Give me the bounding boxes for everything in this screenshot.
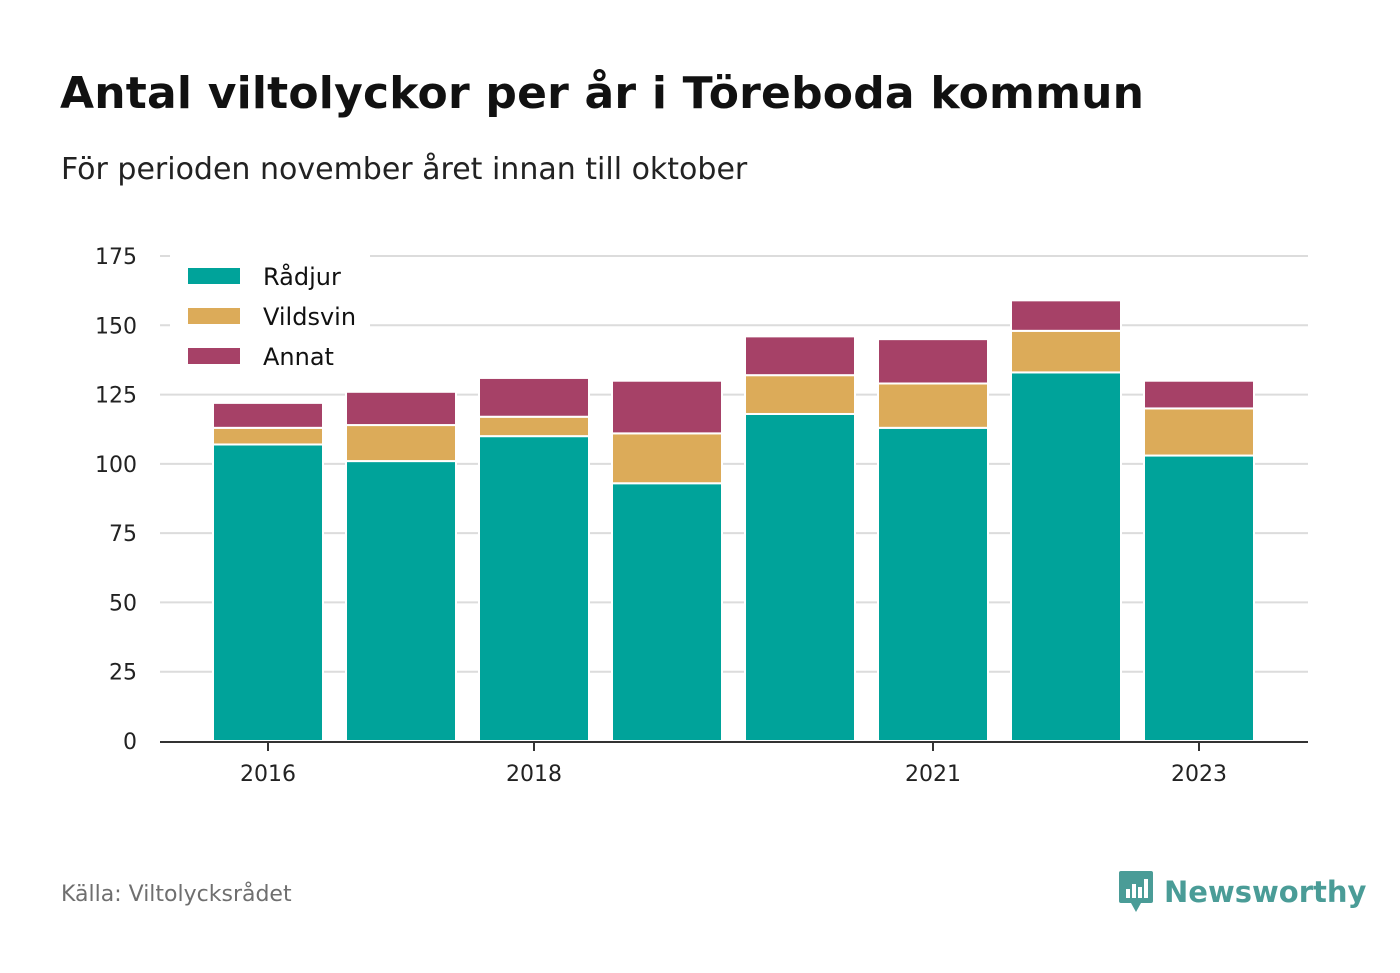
bar-segment-vildsvin	[1143, 407, 1255, 457]
brand-name: Newsworthy	[1164, 875, 1367, 909]
x-tick-label: 2016	[240, 762, 296, 787]
x-axis-ticks: 2016 2018 2021 2023	[240, 742, 1227, 787]
bar-segment-rådjur	[744, 412, 856, 742]
bar-segment-vildsvin	[1010, 329, 1122, 374]
x-tick-label: 2018	[506, 762, 562, 787]
newsworthy-logo-icon	[1119, 871, 1153, 912]
bar-segment-annat	[611, 379, 723, 435]
brand-logo: Newsworthy	[1118, 868, 1366, 916]
legend-label: Annat	[263, 343, 334, 371]
source-note: Källa: Viltolycksrådet	[61, 882, 292, 907]
y-tick-label: 25	[109, 661, 137, 686]
legend-swatch	[188, 308, 240, 324]
legend-label: Vildsvin	[263, 303, 356, 331]
y-axis-ticks: 0 25 50 75 100 125 150 175	[95, 245, 137, 755]
bars	[212, 299, 1255, 742]
bar-segment-rådjur	[345, 460, 457, 742]
y-tick-label: 125	[95, 384, 137, 409]
y-tick-label: 75	[109, 522, 137, 547]
bar-segment-vildsvin	[212, 426, 324, 446]
chart-subtitle: För perioden november året innan till ok…	[61, 152, 748, 187]
bar-segment-annat	[877, 338, 989, 385]
bar-segment-rådjur	[1143, 454, 1255, 742]
y-tick-label: 50	[109, 591, 137, 616]
bar-segment-vildsvin	[611, 432, 723, 485]
x-tick-label: 2021	[905, 762, 961, 787]
bar-segment-rådjur	[1010, 371, 1122, 742]
y-tick-label: 150	[95, 314, 137, 339]
bar-segment-vildsvin	[744, 374, 856, 415]
bar-segment-vildsvin	[877, 382, 989, 429]
bar-segment-annat	[212, 401, 324, 429]
chart-title: Antal viltolyckor per år i Töreboda komm…	[60, 68, 1145, 119]
bar-segment-rådjur	[478, 435, 590, 742]
bar-segment-annat	[478, 376, 590, 418]
bar-segment-annat	[744, 335, 856, 377]
bar-segment-vildsvin	[345, 424, 457, 463]
legend-swatch	[188, 348, 240, 364]
bar-segment-rådjur	[611, 482, 723, 742]
y-tick-label: 175	[95, 245, 137, 270]
y-tick-label: 100	[95, 453, 137, 478]
bar-segment-rådjur	[212, 443, 324, 742]
legend: Rådjur Vildsvin Annat	[170, 252, 370, 380]
bar-segment-annat	[345, 390, 457, 427]
bar-segment-rådjur	[877, 426, 989, 742]
bar-segment-annat	[1010, 299, 1122, 332]
legend-label: Rådjur	[263, 262, 341, 291]
x-tick-label: 2023	[1171, 762, 1227, 787]
legend-swatch	[188, 268, 240, 284]
y-tick-label: 0	[123, 730, 137, 755]
bar-segment-vildsvin	[478, 415, 590, 438]
bar-segment-annat	[1143, 379, 1255, 410]
